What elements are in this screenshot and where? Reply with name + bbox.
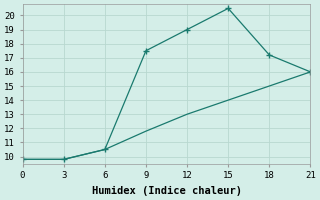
X-axis label: Humidex (Indice chaleur): Humidex (Indice chaleur): [92, 186, 242, 196]
